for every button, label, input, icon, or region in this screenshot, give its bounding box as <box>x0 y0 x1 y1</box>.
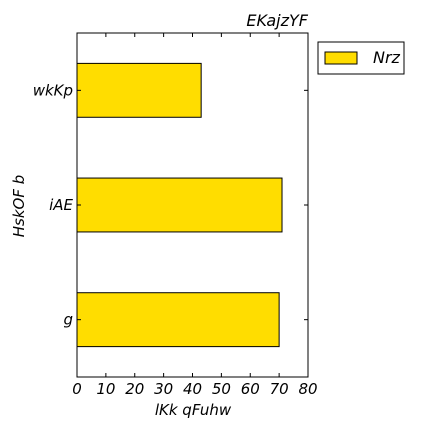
y-tick-label-iAE: iAE <box>49 196 73 214</box>
bar-wkKp <box>76 62 202 118</box>
y-tick-label-wkKp: wkKp <box>33 81 73 99</box>
legend: Nrz <box>317 41 405 75</box>
plot-frame <box>76 32 309 378</box>
x-axis-label: lKk qFuhw <box>155 401 232 419</box>
x-tick-label-40: 40 <box>183 380 202 398</box>
x-tick-label-30: 30 <box>154 380 173 398</box>
x-tick-label-10: 10 <box>96 380 115 398</box>
y-tick-label-g: g <box>63 311 73 329</box>
bar-iAE <box>76 177 283 233</box>
x-tick-label-80: 80 <box>298 380 317 398</box>
bar-g <box>76 292 280 348</box>
plot-area: wkKp iAE g 0 10 20 30 40 50 60 70 80 <box>33 32 318 398</box>
y-axis-label: HskOF b <box>10 175 28 238</box>
x-tick-label-0: 0 <box>72 380 82 398</box>
x-tick-label-70: 70 <box>270 380 289 398</box>
legend-label: Nrz <box>373 48 401 67</box>
chart-title: EKajzYF <box>246 11 308 30</box>
x-tick-label-60: 60 <box>241 380 260 398</box>
x-tick-label-50: 50 <box>212 380 231 398</box>
legend-swatch <box>324 51 358 65</box>
x-tick-label-20: 20 <box>125 380 144 398</box>
